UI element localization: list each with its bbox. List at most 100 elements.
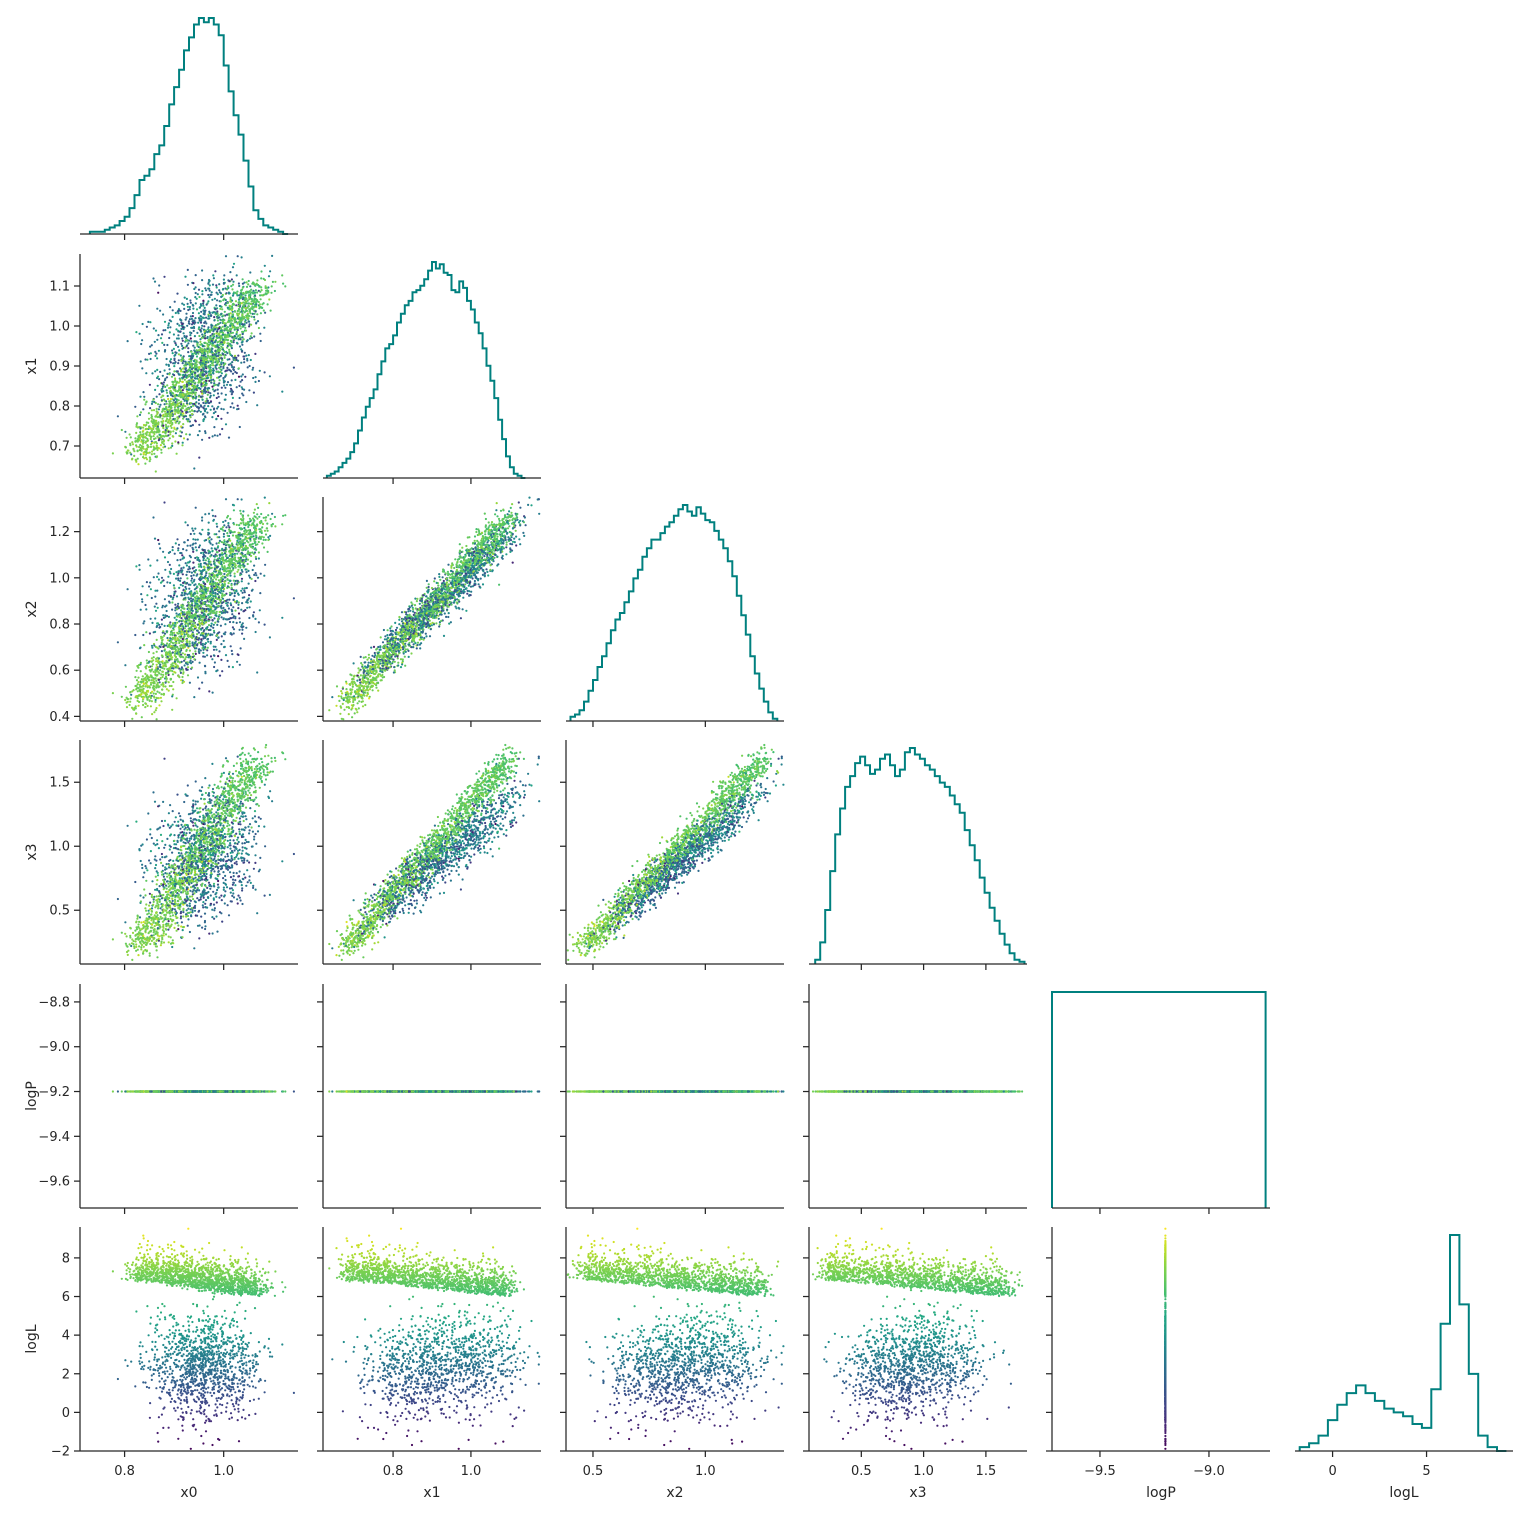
scatter-point	[241, 549, 243, 551]
scatter-point	[161, 333, 163, 335]
scatter-point	[191, 620, 193, 622]
scatter-point	[180, 637, 182, 639]
scatter-point	[228, 351, 230, 353]
scatter-point	[228, 544, 230, 546]
scatter-point	[177, 390, 179, 392]
scatter-point	[252, 569, 254, 571]
scatter-point	[239, 629, 241, 631]
scatter-point	[201, 529, 203, 531]
scatter-point	[165, 429, 167, 431]
scatter-point	[216, 397, 218, 399]
scatter-point	[242, 533, 244, 535]
scatter-point	[154, 389, 156, 391]
scatter-point	[240, 590, 242, 592]
scatter-point	[143, 644, 145, 646]
scatter-point	[230, 301, 232, 303]
scatter-point	[177, 547, 179, 549]
scatter-point	[241, 344, 243, 346]
scatter-point	[201, 293, 203, 295]
scatter-point	[163, 585, 165, 587]
scatter-point	[240, 327, 242, 329]
scatter-point	[222, 578, 224, 580]
scatter-point	[156, 442, 158, 444]
scatter-point	[138, 564, 140, 566]
scatter-point	[146, 699, 148, 701]
scatter-point	[169, 655, 171, 657]
scatter-point	[241, 379, 243, 381]
scatter-point	[219, 357, 221, 359]
scatter-point	[268, 298, 270, 300]
scatter-point	[180, 435, 182, 437]
scatter-point	[248, 617, 250, 619]
scatter-point	[231, 320, 233, 322]
scatter-point	[230, 604, 232, 606]
scatter-point	[160, 684, 162, 686]
scatter-point	[192, 538, 194, 540]
scatter-point	[232, 281, 234, 283]
scatter-point	[195, 302, 197, 304]
scatter-point	[251, 532, 253, 534]
scatter-point	[230, 285, 232, 287]
scatter-point	[189, 650, 191, 652]
scatter-point	[263, 536, 265, 538]
scatter-point	[217, 406, 219, 408]
scatter-point	[156, 559, 158, 561]
scatter-point	[197, 676, 199, 678]
scatter-point	[169, 437, 171, 439]
scatter-point	[216, 634, 218, 636]
scatter-point	[250, 555, 252, 557]
scatter-point	[217, 337, 219, 339]
scatter-point	[178, 607, 180, 609]
scatter-point	[175, 312, 177, 314]
scatter-point	[151, 401, 153, 403]
scatter-point	[218, 530, 220, 532]
scatter-point	[130, 697, 132, 699]
scatter-point	[208, 522, 210, 524]
scatter-point	[223, 524, 225, 526]
scatter-point	[226, 367, 228, 369]
scatter-point	[232, 564, 234, 566]
scatter-point	[214, 434, 216, 436]
scatter-point	[231, 610, 233, 612]
scatter-point	[259, 294, 261, 296]
scatter-point	[205, 621, 207, 623]
scatter-point	[183, 364, 185, 366]
scatter-point	[192, 312, 194, 314]
scatter-point	[239, 323, 241, 325]
scatter-point	[198, 367, 200, 369]
scatter-point	[195, 611, 197, 613]
scatter-point	[147, 686, 149, 688]
scatter-point	[181, 303, 183, 305]
scatter-point	[252, 369, 254, 371]
scatter-point	[198, 563, 200, 565]
scatter-point	[146, 438, 148, 440]
scatter-point	[233, 338, 235, 340]
scatter-point	[204, 619, 206, 621]
scatter-point	[213, 390, 215, 392]
scatter-point	[240, 609, 242, 611]
scatter-point	[159, 547, 161, 549]
scatter-point	[221, 566, 223, 568]
scatter-point	[141, 367, 143, 369]
scatter-point	[163, 441, 165, 443]
scatter-point	[226, 532, 228, 534]
scatter-point	[219, 322, 221, 324]
scatter-point	[176, 404, 178, 406]
scatter-point	[192, 381, 194, 383]
scatter-point	[225, 526, 227, 528]
scatter-point	[186, 381, 188, 383]
scatter-point	[155, 353, 157, 355]
scatter-point	[265, 539, 267, 541]
scatter-point	[181, 357, 183, 359]
scatter-point	[249, 365, 251, 367]
scatter-point	[182, 362, 184, 364]
scatter-point	[205, 610, 207, 612]
scatter-point	[124, 431, 126, 433]
scatter-point	[257, 320, 259, 322]
scatter-point	[203, 384, 205, 386]
scatter-point	[223, 588, 225, 590]
scatter-point	[181, 676, 183, 678]
scatter-point	[150, 414, 152, 416]
scatter-point	[173, 333, 175, 335]
scatter-point	[166, 610, 168, 612]
